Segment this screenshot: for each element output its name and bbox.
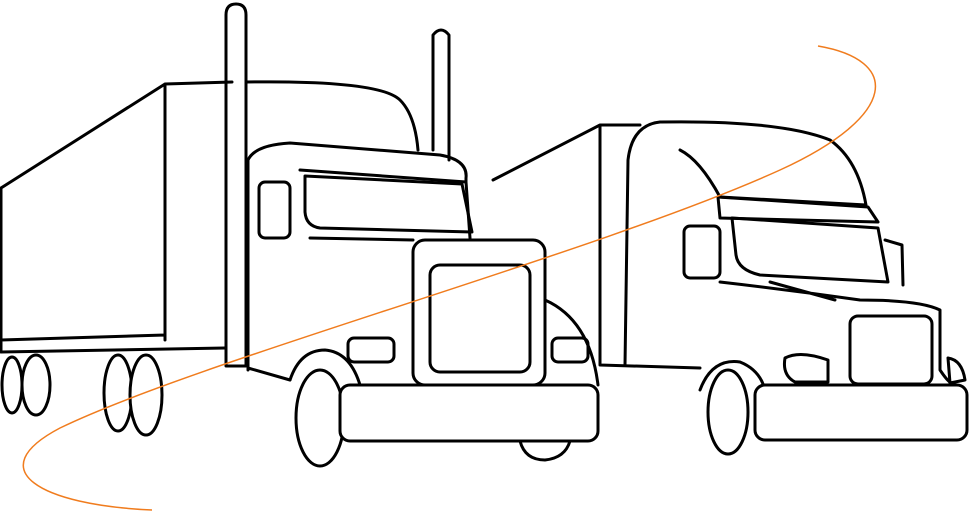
grille: [428, 263, 532, 374]
side-window: [257, 180, 292, 240]
windshield: [730, 216, 890, 284]
headlight: [946, 356, 967, 385]
headlight: [783, 353, 830, 384]
headlight: [346, 336, 396, 364]
cab-roof: [244, 80, 420, 152]
wheel: [128, 353, 164, 437]
swoosh: [22, 45, 877, 511]
wheel: [102, 353, 134, 433]
exhaust-stack: [224, 2, 248, 368]
bumper: [753, 383, 969, 442]
exhaust-stack: [431, 28, 451, 162]
wheel: [20, 353, 52, 417]
windshield: [303, 174, 474, 234]
wheel-arch: [288, 348, 362, 387]
wheel: [0, 355, 24, 415]
headlight: [550, 336, 590, 364]
cab-body: [246, 141, 472, 372]
hood: [411, 238, 547, 387]
grille: [848, 314, 934, 386]
side-window: [682, 224, 722, 280]
fender: [543, 298, 600, 387]
wheel-arch: [698, 360, 767, 392]
cab-body: [623, 120, 868, 367]
hood: [718, 238, 957, 387]
trailer-box: [0, 80, 234, 354]
wheel: [294, 368, 346, 468]
trailer-box: [491, 123, 702, 370]
bumper: [338, 383, 600, 443]
left-cab: [224, 2, 600, 468]
left-trailer: [0, 80, 234, 437]
visor: [716, 195, 880, 224]
right-truck: [491, 120, 969, 456]
cab-line: [246, 236, 415, 382]
wheel: [518, 439, 572, 462]
wheel: [706, 368, 750, 456]
